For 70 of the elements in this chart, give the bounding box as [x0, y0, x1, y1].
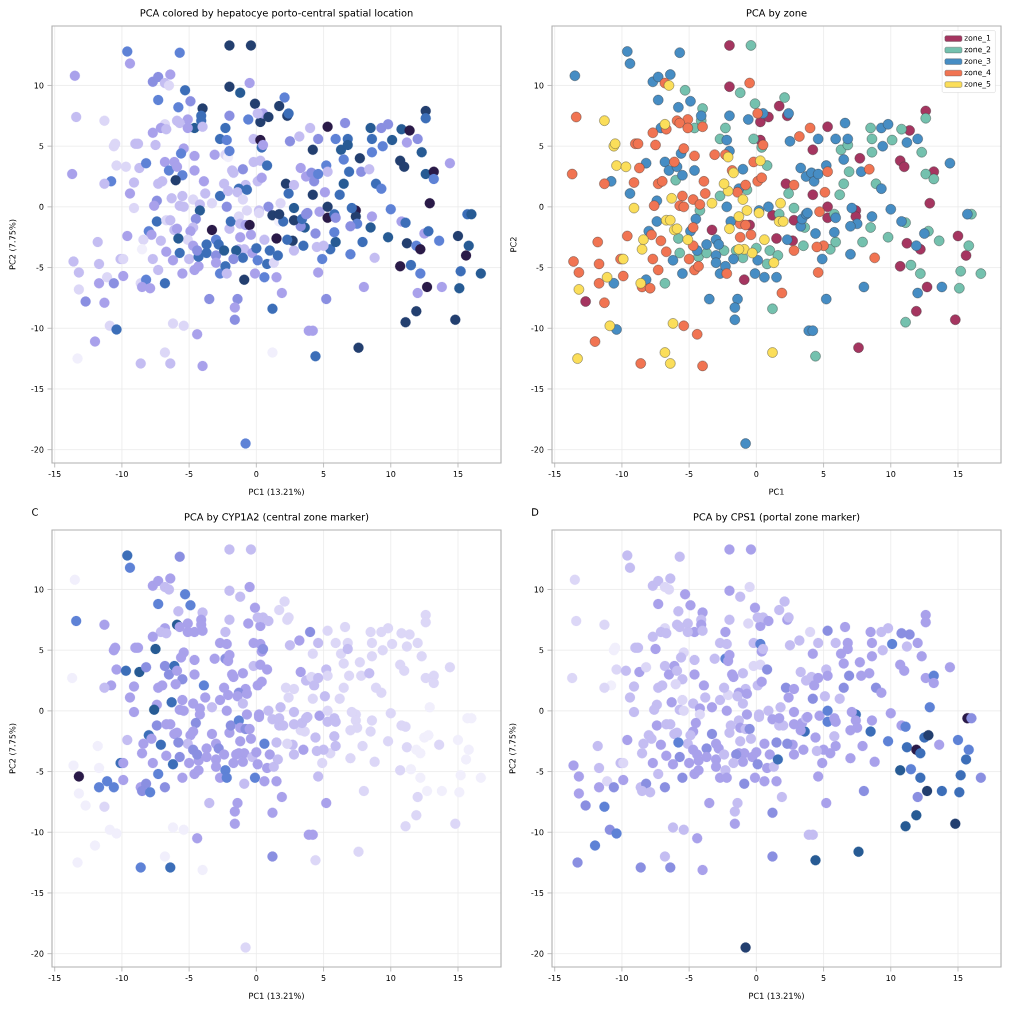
x-tick-label: -10 [615, 975, 628, 982]
x-tick-label: 15 [453, 975, 463, 981]
x-tick-label: 15 [453, 471, 463, 477]
text: D [532, 508, 539, 516]
y-tick-label: 5 [39, 647, 44, 654]
y-tick-label: 0 [39, 203, 44, 210]
x-axis-title: PC1 (13.21%) [249, 488, 304, 496]
y-tick-label: -10 [31, 325, 44, 332]
y-tick-label: -10 [31, 829, 44, 836]
y-tick-label: 10 [34, 82, 44, 89]
y-tick-label: -20 [31, 950, 44, 957]
y-tick-label: -15 [31, 385, 44, 392]
y-tick-label: 10 [34, 586, 44, 593]
y-tick-label: -10 [531, 829, 544, 836]
x-tick-label: -15 [48, 975, 61, 981]
x-tick-label: 0 [254, 471, 259, 478]
y-tick-label: 5 [539, 647, 544, 654]
y-tick-label: -5 [536, 768, 544, 775]
x-tick-label: 0 [254, 975, 259, 982]
x-tick-label: 15 [953, 471, 963, 477]
x-tick-label: 5 [821, 471, 826, 477]
y-tick-label: -5 [536, 264, 544, 271]
y-tick-label: 0 [539, 203, 544, 210]
chart-title: PCA by zone [746, 8, 807, 19]
y-tick-label: -10 [531, 325, 544, 332]
x-tick-label: 10 [386, 471, 396, 478]
chart-title: PCA by CPS1 (portal zone marker) [693, 512, 860, 523]
x-tick-label: 0 [754, 975, 759, 982]
text: C [32, 508, 38, 516]
y-axis-title: PC2 (7.75%) [9, 723, 17, 774]
y-axis-title: PC2 (7.75%) [509, 723, 517, 774]
chart-title: PCA colored by hepatocye porto-central spatial location [140, 8, 413, 19]
x-axis-title: PC1 (13.21%) [249, 992, 304, 1000]
y-tick-label: -15 [531, 385, 544, 392]
x-axis-title: PC1 (13.21%) [749, 992, 804, 1000]
x-tick-label: 10 [386, 975, 396, 982]
x-tick-label: 5 [321, 975, 326, 981]
x-tick-label: -10 [615, 471, 628, 478]
y-tick-label: 0 [39, 707, 44, 714]
x-axis-title: PC1 [769, 488, 784, 495]
y-tick-label: 10 [534, 82, 544, 89]
y-tick-label: -15 [31, 889, 44, 896]
x-tick-label: -5 [685, 471, 693, 477]
x-tick-label: -15 [548, 975, 561, 981]
x-tick-label: 15 [953, 975, 963, 981]
chart-title: PCA by CYP1A2 (central zone marker) [184, 512, 369, 523]
y-tick-label: -20 [31, 446, 44, 453]
y-tick-label: -20 [531, 950, 544, 957]
y-tick-label: -15 [531, 889, 544, 896]
x-tick-label: 5 [321, 471, 326, 477]
x-tick-label: -15 [548, 471, 561, 477]
x-tick-label: 0 [754, 471, 759, 478]
y-axis-title: PC2 (7.75%) [9, 219, 17, 270]
x-tick-label: -10 [115, 471, 128, 478]
x-tick-label: -5 [185, 975, 193, 981]
y-tick-label: 0 [539, 707, 544, 714]
x-tick-label: 5 [821, 975, 826, 981]
y-tick-label: 5 [539, 143, 544, 150]
y-tick-label: 5 [39, 143, 44, 150]
y-tick-label: -5 [36, 768, 44, 775]
y-tick-label: 10 [534, 586, 544, 593]
x-tick-label: -5 [185, 471, 193, 477]
y-tick-label: -20 [531, 446, 544, 453]
y-tick-label: -5 [36, 264, 44, 271]
x-tick-label: -15 [48, 471, 61, 477]
x-tick-label: 10 [886, 471, 896, 478]
x-tick-label: -10 [115, 975, 128, 982]
x-tick-label: -5 [685, 975, 693, 981]
x-tick-label: 10 [886, 975, 896, 982]
y-axis-title: PC2 [510, 237, 517, 252]
